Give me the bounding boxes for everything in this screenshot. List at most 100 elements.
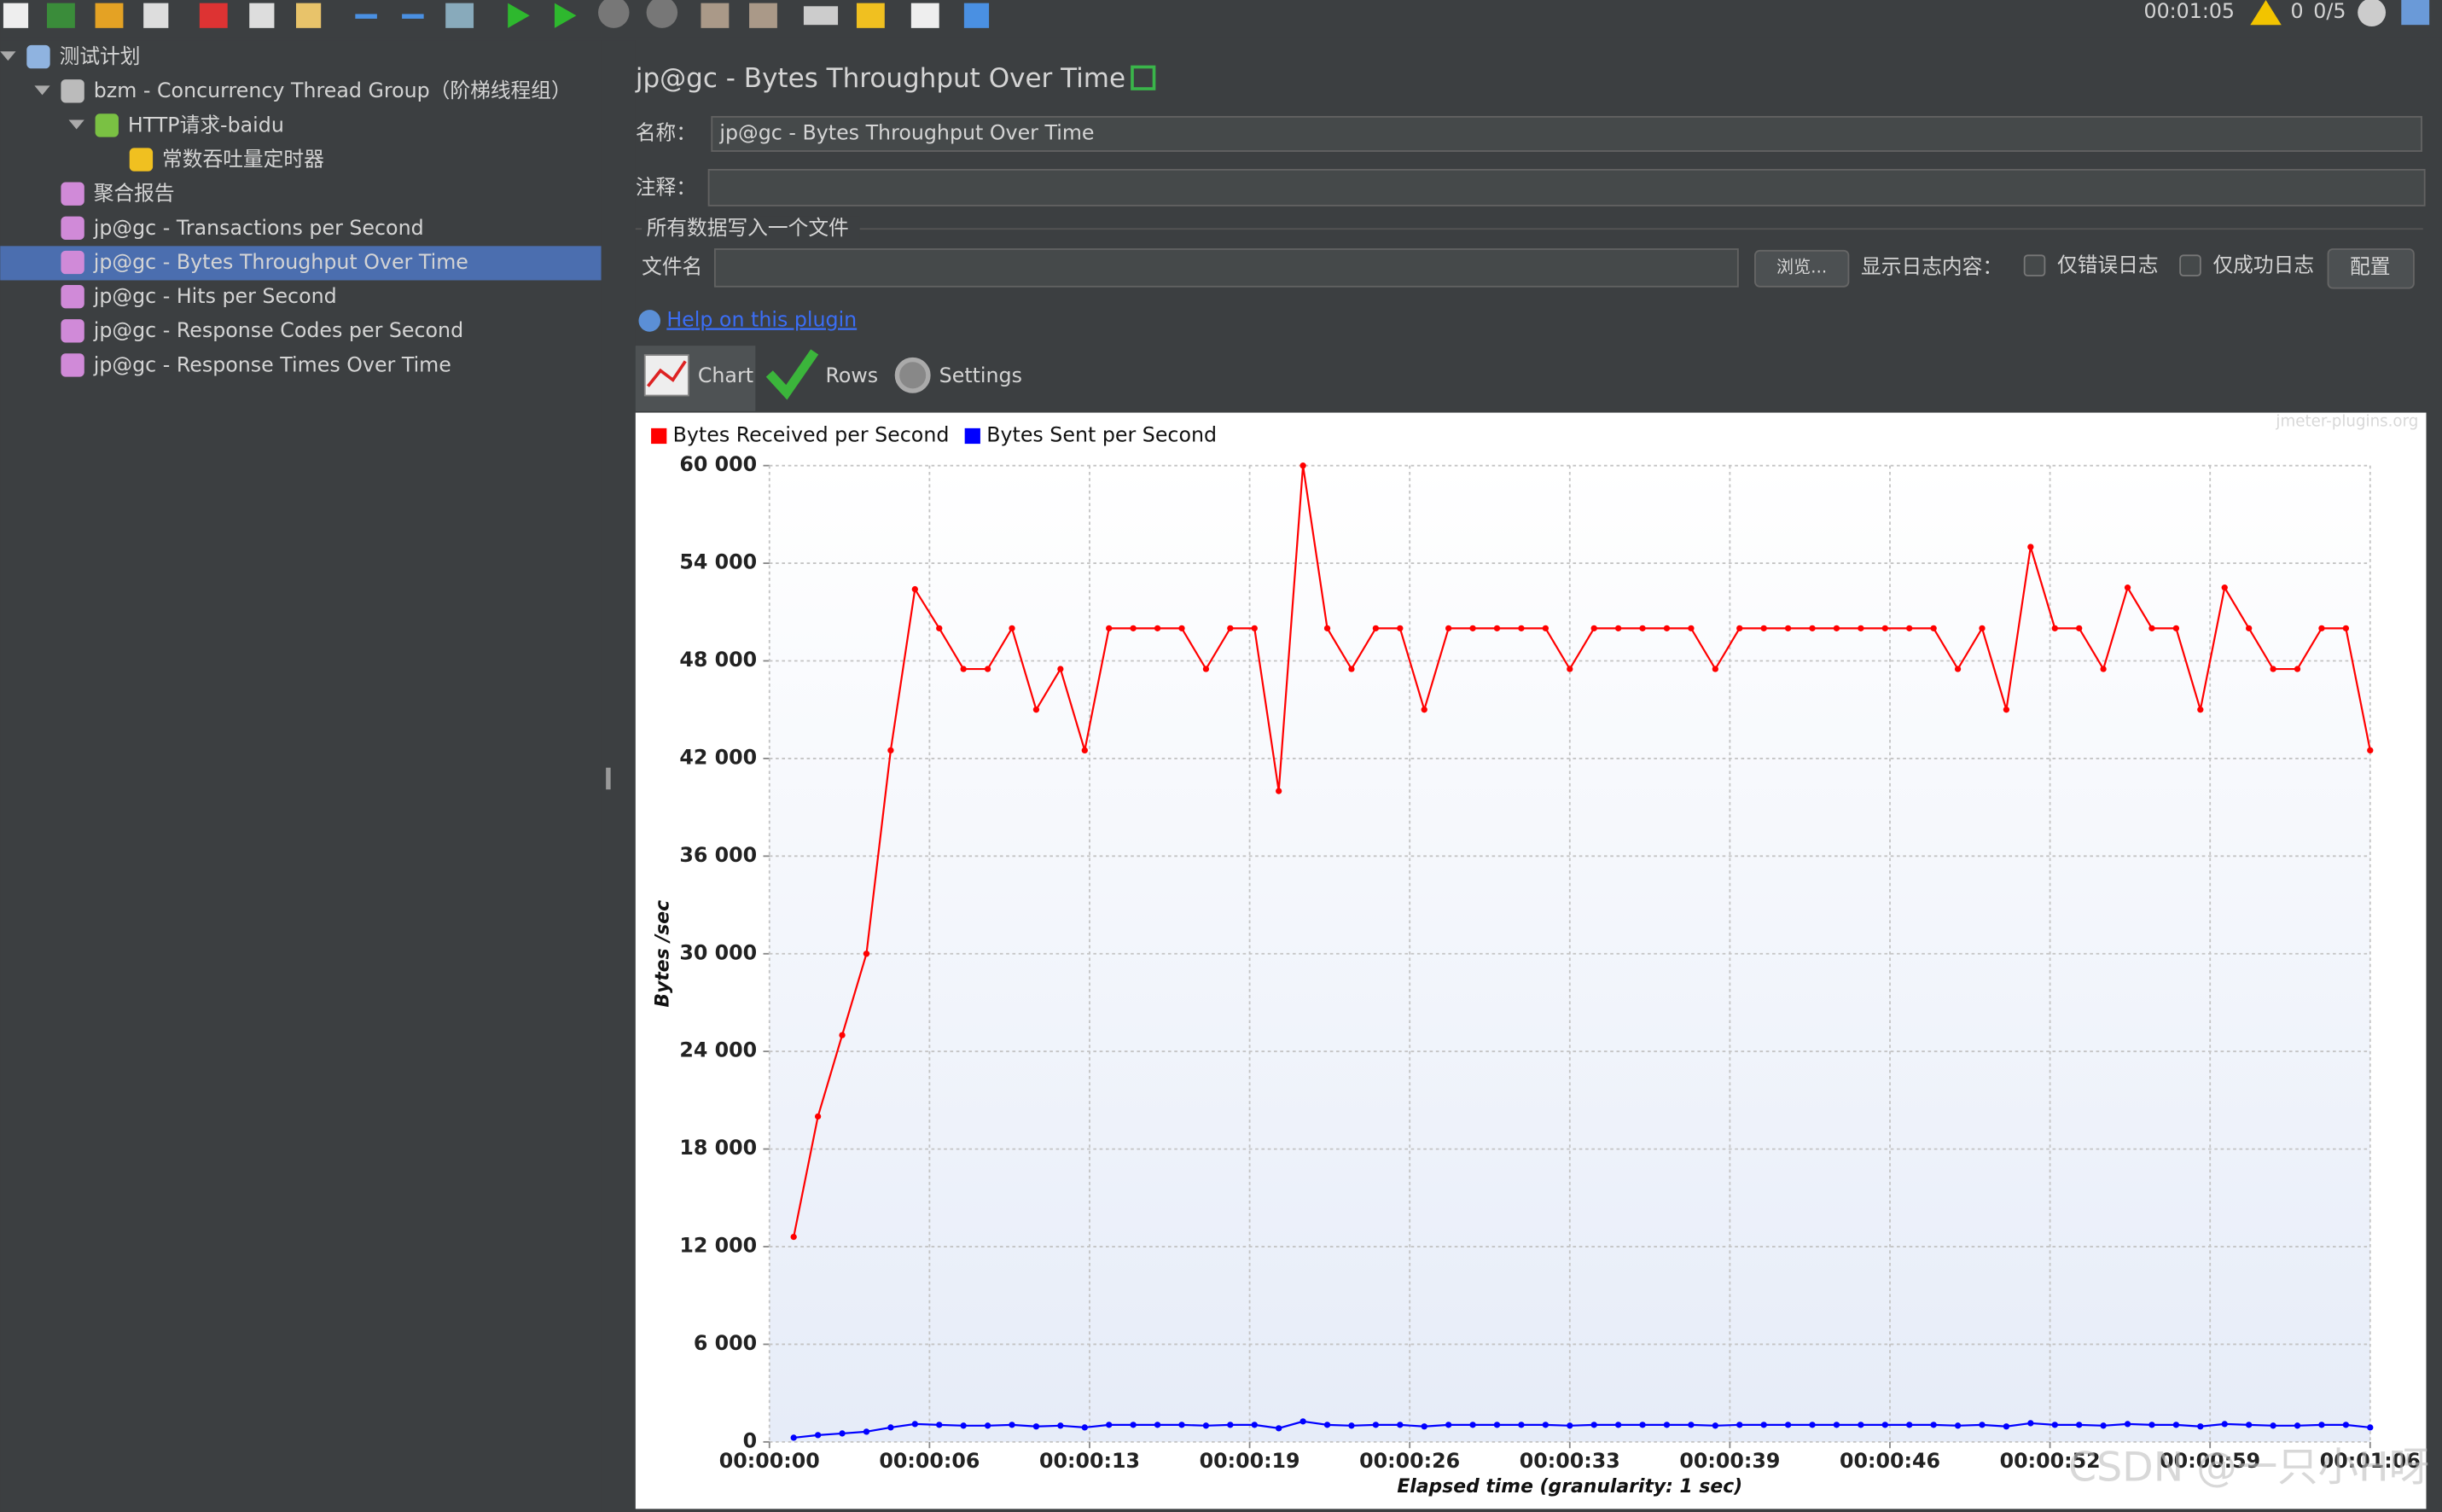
tree: 测试计划 bzm - Concurrency Thread Group（阶梯线程组… <box>0 44 572 377</box>
tree-icon <box>95 113 119 137</box>
data-point <box>1372 1422 1380 1428</box>
log-icon[interactable] <box>2401 0 2430 26</box>
icon-stop[interactable] <box>598 0 630 28</box>
divider-grip[interactable] <box>606 767 611 790</box>
x-tick-label: 00:00:26 <box>1359 1449 1460 1473</box>
panel-title: jp@gc - Bytes Throughput Over Time <box>635 63 1125 94</box>
data-point <box>2197 1423 2204 1430</box>
icon-start[interactable] <box>508 3 530 28</box>
icon-shutdown[interactable] <box>646 0 678 28</box>
configure-label: 配置 <box>2350 254 2390 278</box>
comment-field[interactable] <box>707 169 2426 206</box>
data-point <box>1057 1422 1064 1429</box>
icon-help[interactable] <box>963 3 990 28</box>
tab-settings-icon <box>894 357 931 393</box>
data-point <box>2270 666 2276 672</box>
icon-new[interactable] <box>3 3 29 28</box>
tree-item[interactable]: bzm - Concurrency Thread Group（阶梯线程组） <box>94 79 572 102</box>
warning-icon[interactable] <box>2250 0 2282 26</box>
help-link[interactable]: Help on this plugin <box>666 307 857 331</box>
icon-start-no-pause[interactable] <box>554 3 577 28</box>
data-point <box>1372 625 1380 632</box>
data-point <box>1299 1418 1306 1425</box>
icon-toggle[interactable] <box>445 3 474 28</box>
data-point <box>1493 1422 1501 1428</box>
tab-chart[interactable]: Chart <box>698 363 753 387</box>
data-point <box>814 1113 822 1120</box>
icon-open[interactable] <box>95 3 124 28</box>
tree-expander[interactable] <box>0 51 16 61</box>
success-checkbox[interactable] <box>2179 254 2201 276</box>
errors-checkbox[interactable] <box>2023 254 2046 276</box>
data-point <box>790 1233 797 1241</box>
success-only-label: 仅成功日志 <box>2212 253 2314 277</box>
data-point <box>1809 1422 1816 1428</box>
data-point <box>1979 625 1986 632</box>
tree-icon <box>61 79 84 103</box>
icon-templates[interactable] <box>47 3 75 28</box>
tree-selection <box>0 246 602 281</box>
data-point <box>1276 1425 1282 1432</box>
comment-label: 注释： <box>636 175 696 199</box>
file-field[interactable] <box>713 248 1739 288</box>
toolbar-icons[interactable] <box>3 0 990 28</box>
icon-collapse[interactable] <box>402 14 424 19</box>
tree-icon <box>61 319 84 343</box>
data-point <box>2342 625 2350 632</box>
data-point <box>1809 625 1816 632</box>
data-point <box>1469 625 1476 632</box>
data-point <box>1760 1422 1767 1428</box>
tree-item[interactable]: 测试计划 <box>60 44 141 68</box>
info-icon <box>638 310 661 332</box>
tree-icon <box>61 182 84 206</box>
icon-function[interactable] <box>910 3 939 28</box>
data-point <box>1712 666 1718 672</box>
tree-icon <box>61 284 84 309</box>
data-point <box>2172 625 2180 632</box>
name-field[interactable] <box>711 115 2422 152</box>
remote-icon[interactable] <box>2358 0 2387 27</box>
data-point <box>2027 1420 2034 1427</box>
data-point <box>1323 625 1331 632</box>
tab-rows[interactable]: Rows <box>825 363 878 387</box>
tree-item[interactable]: 常数吞吐量定时器 <box>162 147 324 171</box>
data-point <box>1202 1422 1210 1429</box>
tree-item[interactable]: jp@gc - Transactions per Second <box>93 216 424 240</box>
x-axis-label: Elapsed time (granularity: 1 sec) <box>1397 1476 1742 1497</box>
tree-panel <box>0 40 602 1512</box>
tree-item[interactable]: jp@gc - Response Codes per Second <box>93 318 463 342</box>
maximize-icon[interactable] <box>1131 65 1156 90</box>
icon-expand[interactable] <box>355 14 377 19</box>
tab-settings[interactable]: Settings <box>939 363 1022 387</box>
tree-item[interactable]: jp@gc - Hits per Second <box>93 284 337 308</box>
data-point <box>1397 1422 1404 1428</box>
data-point <box>1663 1422 1671 1428</box>
icon-cut[interactable] <box>199 3 228 28</box>
tab-chart-icon-line <box>647 360 687 387</box>
tree-expander[interactable] <box>34 85 50 96</box>
data-point <box>1009 1422 1015 1428</box>
browse-button[interactable] <box>1754 249 1850 288</box>
data-point <box>1590 1422 1597 1428</box>
configure-button[interactable] <box>2327 248 2415 289</box>
icon-reset[interactable] <box>856 3 885 28</box>
thread-count: 0/5 <box>2313 0 2346 23</box>
data-point <box>2367 1424 2374 1431</box>
tree-item[interactable]: 聚合报告 <box>94 182 175 206</box>
icon-paste[interactable] <box>295 3 322 28</box>
tree-item[interactable]: HTTP请求-baidu <box>128 113 284 137</box>
tree-item[interactable]: jp@gc - Bytes Throughput Over Time <box>93 250 468 274</box>
data-point <box>2148 1422 2155 1428</box>
data-point <box>1469 1422 1476 1428</box>
data-point <box>2221 584 2228 591</box>
data-point <box>863 1428 870 1435</box>
icon-save[interactable] <box>143 3 169 28</box>
icon-clear[interactable] <box>701 3 730 28</box>
icon-search[interactable] <box>803 6 839 26</box>
y-axis-label: Bytes /sec <box>653 900 674 1008</box>
icon-copy[interactable] <box>249 3 275 28</box>
tree-expander[interactable] <box>68 119 84 130</box>
tree-item[interactable]: jp@gc - Response Times Over Time <box>93 352 451 376</box>
data-point <box>1518 625 1525 632</box>
icon-clear-all[interactable] <box>749 3 777 28</box>
